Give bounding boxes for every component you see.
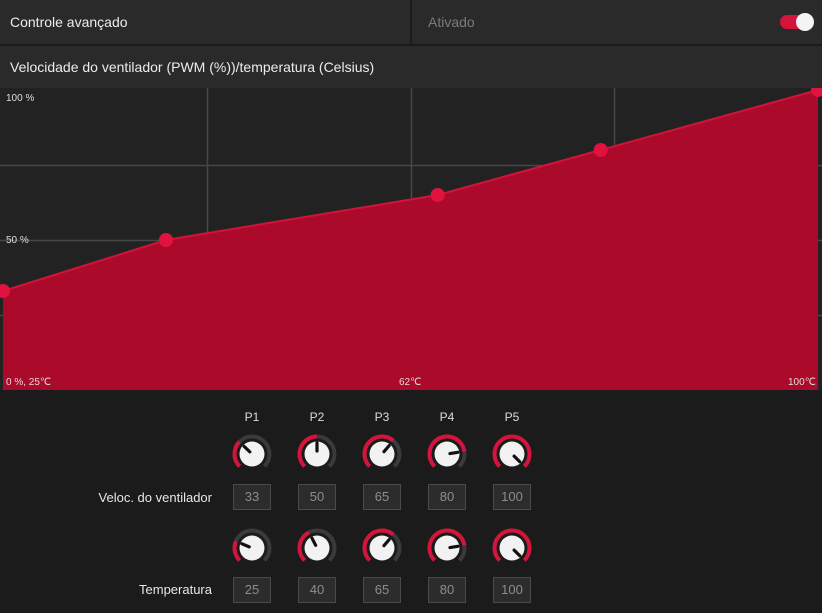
temperature-input-p1[interactable]: 25 [233,577,271,603]
knob-level-arc [427,528,467,562]
fan-speed-knob-p5[interactable] [492,434,532,474]
point-controls: P1 P2 P3 P4 P5 Veloc. do ventilador Temp… [0,390,822,613]
fan-speed-knob-p3[interactable] [362,434,402,474]
column-label-p1: P1 [244,410,260,424]
knob-pointer [382,538,391,548]
row-divider [410,0,412,44]
knob-face [369,535,395,561]
column-label-p2: P2 [309,410,325,424]
curve-point-p4[interactable] [593,143,608,157]
knob-level-arc [362,434,395,468]
temperature-knob-p1[interactable] [232,528,272,568]
knob-level-arc [427,434,467,468]
knob-pointer [242,444,252,454]
column-label-p5: P5 [504,410,520,424]
knob-pointer [512,548,522,558]
knob-face [434,441,460,467]
column-label-p4: P4 [439,410,455,424]
knob-pointer [240,542,251,549]
knob-level-arc [362,528,395,562]
column-label-p3: P3 [374,410,390,424]
fan-speed-knob-p2[interactable] [297,434,337,474]
knob-level-arc [232,440,242,468]
temperature-input-p2[interactable]: 40 [298,577,336,603]
knob-level-arc [492,434,532,468]
temperature-knob-p3[interactable] [362,528,402,568]
y-tick-50: 50 % [6,235,29,246]
enabled-status-label: Ativado [428,14,475,30]
fan-speed-input-p4[interactable]: 80 [428,484,466,510]
temperature-knob-p5[interactable] [492,528,532,568]
curve-point-p3[interactable] [430,188,445,202]
origin-tick: 0 %, 25℃ [6,377,52,388]
fan-speed-input-p1[interactable]: 33 [233,484,271,510]
fan-speed-knob-p4[interactable] [427,434,467,474]
x-tick-62: 62℃ [399,377,422,388]
advanced-control-label: Controle avançado [10,14,128,30]
temperature-knob-p2[interactable] [297,528,337,568]
x-tick-100: 100℃ [788,377,816,388]
temperature-input-p5[interactable]: 100 [493,577,531,603]
knob-pointer [382,444,391,454]
advanced-control-row: Controle avançado Ativado [0,0,822,45]
fan-curve-svg[interactable] [0,88,822,390]
knob-pointer [448,544,460,550]
fan-speed-input-p3[interactable]: 65 [363,484,401,510]
knob-face [304,535,330,561]
chart-title: Velocidade do ventilador (PWM (%))/tempe… [10,59,375,75]
temperature-row-label: Temperatura [139,582,212,597]
curve-point-p1[interactable] [0,284,10,298]
temperature-input-p4[interactable]: 80 [428,577,466,603]
knob-level-arc [297,530,311,562]
fan-speed-input-p2[interactable]: 50 [298,484,336,510]
knob-pointer [448,450,460,456]
fan-speed-row-label: Veloc. do ventilador [98,490,212,505]
temperature-knob-p4[interactable] [427,528,467,568]
fan-speed-input-p5[interactable]: 100 [493,484,531,510]
fan-curve-chart[interactable]: 100 % 50 % 0 %, 25℃ 62℃ 100℃ [0,88,822,390]
knob-pointer [512,454,522,464]
chart-title-row: Velocidade do ventilador (PWM (%))/tempe… [0,46,822,88]
toggle-knob [796,13,814,31]
advanced-control-toggle[interactable] [780,13,814,31]
knob-level-arc [492,528,532,562]
knob-face [304,441,330,467]
knob-level-arc [232,540,242,562]
knob-face [434,535,460,561]
knob-level-arc [297,434,318,468]
curve-point-p2[interactable] [159,233,173,247]
curve-point-p5[interactable] [811,88,822,97]
knob-pointer [310,536,318,547]
y-tick-100: 100 % [6,93,35,104]
fan-curve-area [3,90,818,390]
knob-face [239,535,265,561]
fan-speed-knob-p1[interactable] [232,434,272,474]
knob-face [369,441,395,467]
temperature-input-p3[interactable]: 65 [363,577,401,603]
